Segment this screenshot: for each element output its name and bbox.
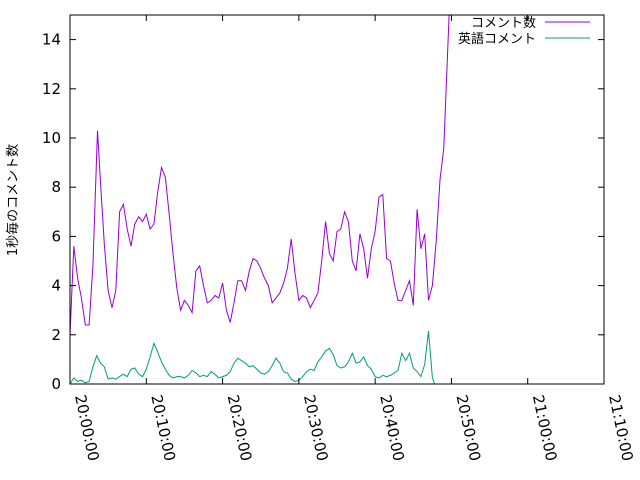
legend-label: 英語コメント [458, 31, 536, 47]
x-tick-label: 20:50:00 [453, 393, 485, 463]
y-tick-label: 10 [42, 129, 61, 147]
y-tick-label: 0 [51, 375, 61, 393]
x-tick-labels: 20:00:00 20:10:00 20:20:00 20:30:00 20:40:00… [71, 393, 637, 463]
x-tick-label: 20:20:00 [224, 393, 256, 463]
y-tick-label: 2 [51, 326, 61, 344]
x-tick-label: 20:40:00 [376, 393, 408, 463]
plot-frame [69, 14, 605, 385]
y-tick-labels: 0 2 4 6 8 10 12 14 [42, 31, 61, 393]
x-tick-label: 21:10:00 [605, 393, 637, 463]
x-tick-label: 20:10:00 [147, 393, 179, 463]
series-line-2 [69, 331, 436, 385]
y-tick-label: 4 [51, 277, 61, 295]
axis-ticks [69, 15, 605, 385]
y-tick-label: 8 [51, 178, 61, 196]
y-tick-label: 12 [42, 80, 61, 98]
y-tick-label: 14 [42, 31, 61, 49]
series-lines [69, 14, 450, 385]
x-tick-label: 20:30:00 [300, 393, 332, 463]
y-axis-label: 1秒毎のコメント数 [5, 144, 21, 256]
y-tick-label: 6 [51, 227, 61, 245]
x-tick-label: 20:00:00 [71, 393, 103, 463]
series-line-1 [69, 14, 450, 335]
legend-label: コメント数 [471, 16, 536, 31]
x-tick-label: 21:00:00 [529, 393, 561, 463]
